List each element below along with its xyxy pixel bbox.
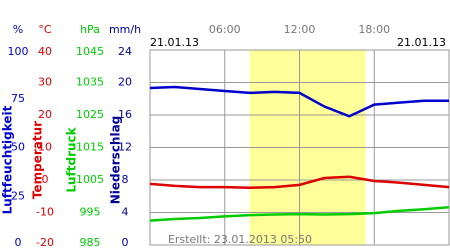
y-tick-label: 1035 bbox=[76, 76, 104, 89]
axis-unit: °C bbox=[38, 23, 52, 36]
y-tick-label: 0 bbox=[122, 236, 129, 249]
axis-unit: % bbox=[13, 23, 23, 36]
series-line bbox=[149, 85, 449, 118]
y-tick-label: 0 bbox=[15, 236, 22, 249]
y-tick-label: 4 bbox=[122, 206, 129, 219]
y-tick-label: 985 bbox=[80, 236, 101, 249]
y-tick-label: 1025 bbox=[76, 108, 104, 121]
y-tick-label: 50 bbox=[11, 141, 25, 154]
y-tick-label: 0 bbox=[42, 173, 49, 186]
y-tick-label: 1045 bbox=[76, 45, 104, 58]
date-end: 21.01.13 bbox=[397, 36, 446, 49]
series-line bbox=[149, 175, 450, 190]
y-tick-label: -10 bbox=[36, 206, 54, 219]
x-tick-label: 18:00 bbox=[358, 23, 390, 36]
y-tick-label: 1005 bbox=[76, 173, 104, 186]
y-tick-label: 1015 bbox=[76, 141, 104, 154]
axis-unit: mm/h bbox=[109, 23, 141, 36]
y-tick-label: 20 bbox=[118, 76, 132, 89]
axis-unit: hPa bbox=[80, 23, 100, 36]
y-tick-label: 40 bbox=[38, 45, 52, 58]
axis-title: Niederschlag bbox=[109, 116, 123, 205]
axis-title: Luftfeuchtigkeit bbox=[1, 105, 15, 214]
axis-title: Luftdruck bbox=[65, 126, 79, 192]
y-tick-label: 16 bbox=[118, 108, 132, 121]
y-tick-label: 25 bbox=[11, 189, 25, 202]
y-tick-label: 20 bbox=[38, 108, 52, 121]
y-tick-label: 12 bbox=[118, 141, 132, 154]
axis-title: Temperatur bbox=[31, 121, 45, 199]
y-tick-label: 100 bbox=[8, 45, 29, 58]
x-tick-label: 06:00 bbox=[209, 23, 241, 36]
x-tick-label: 12:00 bbox=[284, 23, 316, 36]
y-tick-label: 995 bbox=[80, 206, 101, 219]
y-tick-label: 24 bbox=[118, 45, 132, 58]
y-tick-label: 30 bbox=[38, 76, 52, 89]
date-start: 21.01.13 bbox=[150, 36, 199, 49]
y-tick-label: 75 bbox=[11, 92, 25, 105]
series-line bbox=[149, 206, 450, 222]
y-tick-label: 10 bbox=[38, 141, 52, 154]
y-tick-label: -20 bbox=[36, 236, 54, 249]
y-tick-label: 8 bbox=[122, 173, 129, 186]
footer: Erstellt: 23.01.2013 05:50 bbox=[168, 233, 312, 246]
plot-frame bbox=[149, 49, 450, 246]
